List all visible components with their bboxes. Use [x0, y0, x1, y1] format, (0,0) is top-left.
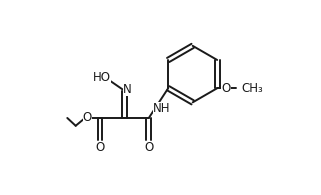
Text: O: O — [95, 141, 105, 154]
Text: O: O — [221, 82, 230, 95]
Text: N: N — [123, 83, 132, 96]
Text: O: O — [83, 112, 92, 124]
Text: CH₃: CH₃ — [242, 82, 264, 95]
Text: O: O — [144, 141, 153, 154]
Text: HO: HO — [93, 71, 111, 83]
Text: NH: NH — [153, 102, 170, 115]
